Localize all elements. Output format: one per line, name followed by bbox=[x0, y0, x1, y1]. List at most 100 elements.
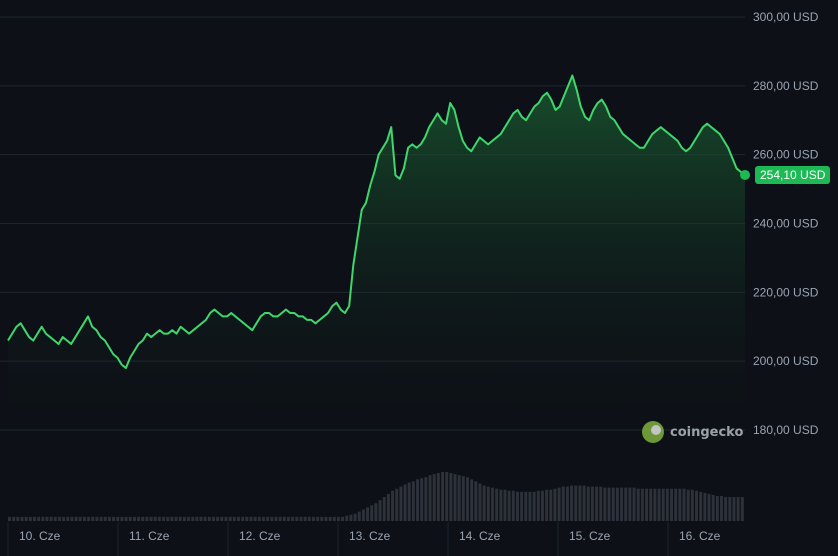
volume-bar bbox=[441, 472, 445, 521]
volume-bar bbox=[291, 516, 295, 521]
volume-bar bbox=[582, 485, 586, 521]
volume-bar bbox=[41, 516, 45, 521]
volume-bar bbox=[62, 516, 66, 521]
volume-bar bbox=[78, 516, 82, 521]
volume-bar bbox=[470, 479, 474, 521]
volume-bar bbox=[95, 516, 99, 521]
y-tick-label: 300,00 USD bbox=[753, 10, 819, 24]
volume-bar bbox=[495, 488, 499, 521]
y-tick-label: 180,00 USD bbox=[753, 423, 819, 437]
volume-bar bbox=[515, 491, 519, 521]
volume-bar bbox=[407, 482, 411, 521]
volume-bar bbox=[249, 516, 253, 521]
volume-bar bbox=[66, 516, 70, 521]
volume-bar bbox=[653, 488, 657, 521]
volume-bar bbox=[207, 516, 211, 521]
volume-bar bbox=[686, 489, 690, 521]
price-area bbox=[8, 75, 745, 430]
volume-bar bbox=[166, 516, 170, 521]
x-tick-label: 15. Cze bbox=[569, 529, 611, 543]
volume-bar bbox=[353, 513, 357, 521]
volume-bar bbox=[299, 516, 303, 521]
volume-bar bbox=[416, 479, 420, 521]
volume-bar bbox=[382, 497, 386, 521]
volume-bar bbox=[174, 516, 178, 521]
volume-bar bbox=[432, 474, 436, 521]
volume-bar bbox=[482, 485, 486, 521]
x-tick-label: 12. Cze bbox=[239, 529, 281, 543]
y-tick-label: 280,00 USD bbox=[753, 79, 819, 93]
volume-bar bbox=[428, 475, 432, 521]
volume-bar bbox=[528, 491, 532, 521]
volume-bar bbox=[307, 516, 311, 521]
volume-bar bbox=[336, 516, 340, 521]
volume-bar bbox=[220, 516, 224, 521]
volume-bars bbox=[8, 472, 744, 521]
volume-bar bbox=[499, 489, 503, 521]
volume-bar bbox=[740, 497, 744, 521]
volume-bar bbox=[45, 516, 49, 521]
volume-bar bbox=[395, 488, 399, 521]
volume-bar bbox=[466, 477, 469, 521]
volume-bar bbox=[386, 493, 390, 521]
volume-bar bbox=[611, 487, 615, 521]
volume-bar bbox=[132, 516, 136, 521]
volume-bar bbox=[670, 488, 674, 521]
volume-bar bbox=[286, 516, 290, 521]
volume-bar bbox=[532, 491, 536, 521]
volume-bar bbox=[137, 516, 141, 521]
volume-bar bbox=[703, 492, 707, 521]
volume-bar bbox=[665, 488, 669, 521]
volume-bar bbox=[520, 491, 524, 521]
volume-bar bbox=[711, 494, 715, 521]
volume-bar bbox=[91, 516, 95, 521]
volume-bar bbox=[182, 516, 186, 521]
volume-bar bbox=[632, 487, 636, 521]
current-price-dot bbox=[740, 169, 750, 180]
volume-bar bbox=[420, 478, 424, 521]
volume-bar bbox=[70, 516, 74, 521]
volume-bar bbox=[436, 473, 440, 521]
volume-bar bbox=[187, 516, 191, 521]
volume-bar bbox=[690, 489, 694, 521]
volume-bar bbox=[178, 516, 182, 521]
volume-bar bbox=[549, 489, 553, 521]
y-tick-label: 260,00 USD bbox=[753, 148, 819, 162]
volume-bar bbox=[212, 516, 215, 521]
volume-bar bbox=[640, 488, 644, 521]
volume-bar bbox=[574, 485, 578, 521]
volume-bar bbox=[366, 507, 370, 521]
volume-bar bbox=[699, 491, 703, 521]
volume-bar bbox=[570, 485, 574, 521]
volume-bar bbox=[112, 516, 116, 521]
volume-bar bbox=[457, 475, 461, 521]
volume-bar bbox=[266, 516, 270, 521]
volume-bar bbox=[303, 516, 307, 521]
volume-bar bbox=[274, 516, 278, 521]
volume-bar bbox=[553, 488, 557, 521]
volume-bar bbox=[316, 516, 320, 521]
volume-bar bbox=[678, 488, 682, 521]
volume-bar bbox=[478, 483, 482, 521]
volume-bar bbox=[715, 495, 719, 521]
volume-bar bbox=[486, 486, 490, 521]
volume-bar bbox=[561, 486, 565, 521]
volume-bar bbox=[103, 516, 107, 521]
volume-bar bbox=[445, 472, 449, 521]
volume-bar bbox=[99, 516, 103, 521]
volume-bar bbox=[253, 516, 257, 521]
volume-bar bbox=[411, 481, 415, 521]
volume-bar bbox=[232, 516, 236, 521]
volume-bar bbox=[682, 488, 686, 521]
x-axis-ticks: 10. Cze 11. Cze 12. Cze 13. Cze 14. Cze 15. C… bbox=[7, 522, 721, 556]
volume-bar bbox=[149, 516, 153, 521]
volume-bar bbox=[707, 493, 711, 521]
volume-bar bbox=[195, 516, 199, 521]
volume-bar bbox=[599, 486, 603, 521]
current-price-badge: 254,10 USD bbox=[755, 166, 831, 184]
volume-bar bbox=[503, 489, 507, 521]
volume-bar bbox=[24, 516, 28, 521]
volume-bar bbox=[657, 488, 661, 521]
volume-bar bbox=[391, 490, 395, 521]
